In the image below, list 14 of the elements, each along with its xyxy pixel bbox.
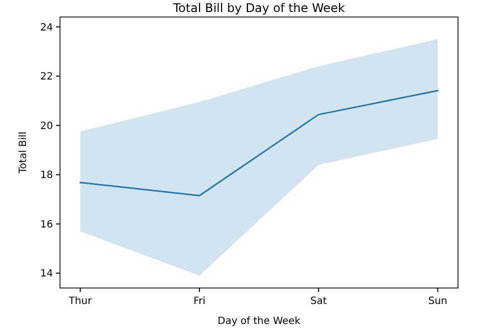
x-tick-label: Thur <box>68 296 93 307</box>
x-tick-label: Sat <box>310 296 327 307</box>
x-tick-label: Sun <box>428 296 448 307</box>
y-tick-label: 14 <box>40 268 53 280</box>
x-axis-title: Day of the Week <box>218 316 301 327</box>
y-axis-title: Total Bill <box>18 132 29 174</box>
y-tick-label: 18 <box>40 170 53 182</box>
y-tick-label: 20 <box>40 120 53 132</box>
line-series <box>80 90 438 196</box>
y-tick-label: 22 <box>40 72 53 83</box>
y-tick-label: 24 <box>40 22 53 34</box>
y-tick-label: 16 <box>40 219 53 230</box>
x-tick-label: Fri <box>193 296 206 307</box>
chart-title: Total Bill by Day of the Week <box>172 1 345 15</box>
